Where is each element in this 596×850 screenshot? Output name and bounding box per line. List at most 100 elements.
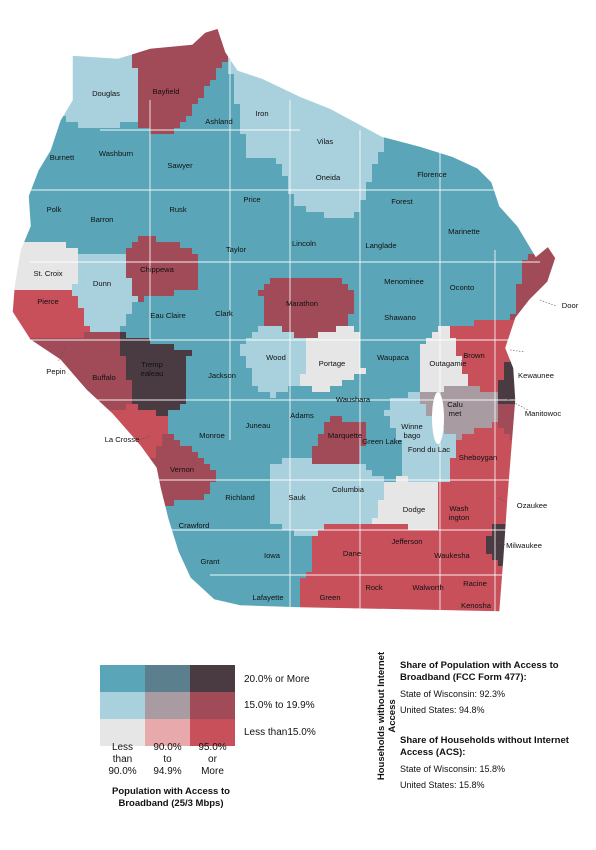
county-cell <box>570 158 576 164</box>
county-cell <box>432 140 439 147</box>
county-cell <box>42 230 49 237</box>
county-cell <box>366 176 373 183</box>
county-cell <box>570 170 576 176</box>
county-cell <box>234 272 241 279</box>
county-cell <box>510 254 517 261</box>
county-cell <box>306 254 313 261</box>
county-cell <box>276 62 283 69</box>
county-cell <box>90 50 97 57</box>
county-cell <box>474 158 481 165</box>
county-cell <box>90 56 97 63</box>
county-cell <box>78 122 85 129</box>
county-cell <box>408 56 415 63</box>
county-cell <box>486 308 493 315</box>
county-cell <box>144 284 151 291</box>
county-cell <box>84 224 91 231</box>
county-cell <box>552 194 556 201</box>
county-cell <box>204 206 211 213</box>
county-cell <box>540 92 547 99</box>
county-cell <box>192 116 199 123</box>
county-cell <box>408 74 415 81</box>
county-cell <box>18 194 25 201</box>
county-cell <box>162 86 169 93</box>
county-cell <box>294 80 301 87</box>
county-cell <box>156 302 163 309</box>
county-cell <box>180 28 187 33</box>
county-cell <box>48 176 55 183</box>
county-cell <box>138 28 145 33</box>
county-cell <box>390 278 397 285</box>
county-cell <box>96 98 103 105</box>
county-cell <box>48 74 55 81</box>
county-cell <box>546 44 553 51</box>
county-cell <box>132 200 139 207</box>
county-cell <box>348 152 355 159</box>
county-cell <box>342 260 349 267</box>
county-cell <box>258 56 265 63</box>
county-cell <box>210 20 216 26</box>
county-cell <box>222 104 229 111</box>
county-cell <box>492 170 499 177</box>
county-cell <box>144 314 151 321</box>
county-cell <box>222 68 229 75</box>
county-cell <box>534 50 541 57</box>
county-cell <box>480 158 487 165</box>
county-cell <box>294 56 301 63</box>
county-cell <box>252 146 259 153</box>
county-cell <box>0 26 6 32</box>
county-cell <box>552 158 556 165</box>
county-cell <box>462 134 469 141</box>
county-cell <box>354 62 361 69</box>
county-cell <box>150 188 157 195</box>
county-cell <box>312 200 319 207</box>
county-cell <box>390 266 397 273</box>
county-cell <box>420 56 427 63</box>
county-cell <box>108 146 115 153</box>
county-cell <box>546 200 553 207</box>
county-cell <box>366 86 373 93</box>
county-cell <box>162 68 169 75</box>
county-cell <box>156 128 163 135</box>
county-cell <box>270 260 277 267</box>
county-cell <box>402 104 409 111</box>
county-cell <box>378 134 385 141</box>
county-cell <box>204 116 211 123</box>
county-cell <box>342 170 349 177</box>
county-cell <box>480 68 487 75</box>
county-cell <box>330 176 337 183</box>
county-cell <box>198 104 205 111</box>
county-cell <box>276 98 283 105</box>
county-cell <box>426 182 433 189</box>
county-cell <box>492 50 499 57</box>
county-cell <box>258 194 265 201</box>
county-cell <box>456 32 463 39</box>
county-cell <box>30 116 37 123</box>
county-cell <box>534 158 541 165</box>
county-cell <box>210 140 217 147</box>
county-cell <box>384 236 391 243</box>
county-cell <box>90 248 97 255</box>
county-cell <box>264 158 271 165</box>
county-cell <box>546 314 553 321</box>
county-cell <box>114 194 121 201</box>
county-cell <box>534 74 541 81</box>
county-cell <box>252 104 259 111</box>
county-cell <box>366 110 373 117</box>
county-cell <box>348 242 355 249</box>
county-cell <box>66 242 73 249</box>
county-cell <box>468 140 475 147</box>
county-cell <box>498 158 505 165</box>
county-cell <box>240 50 247 57</box>
county-cell <box>252 188 259 195</box>
county-cell <box>216 98 223 105</box>
county-cell <box>330 152 337 159</box>
county-cell <box>90 146 97 153</box>
county-cell <box>120 104 127 111</box>
county-cell <box>24 248 31 255</box>
county-cell <box>414 200 421 207</box>
county-cell <box>474 98 481 105</box>
county-cell <box>354 200 361 207</box>
county-cell <box>90 302 97 309</box>
county-cell <box>324 146 331 153</box>
county-cell <box>42 272 49 279</box>
